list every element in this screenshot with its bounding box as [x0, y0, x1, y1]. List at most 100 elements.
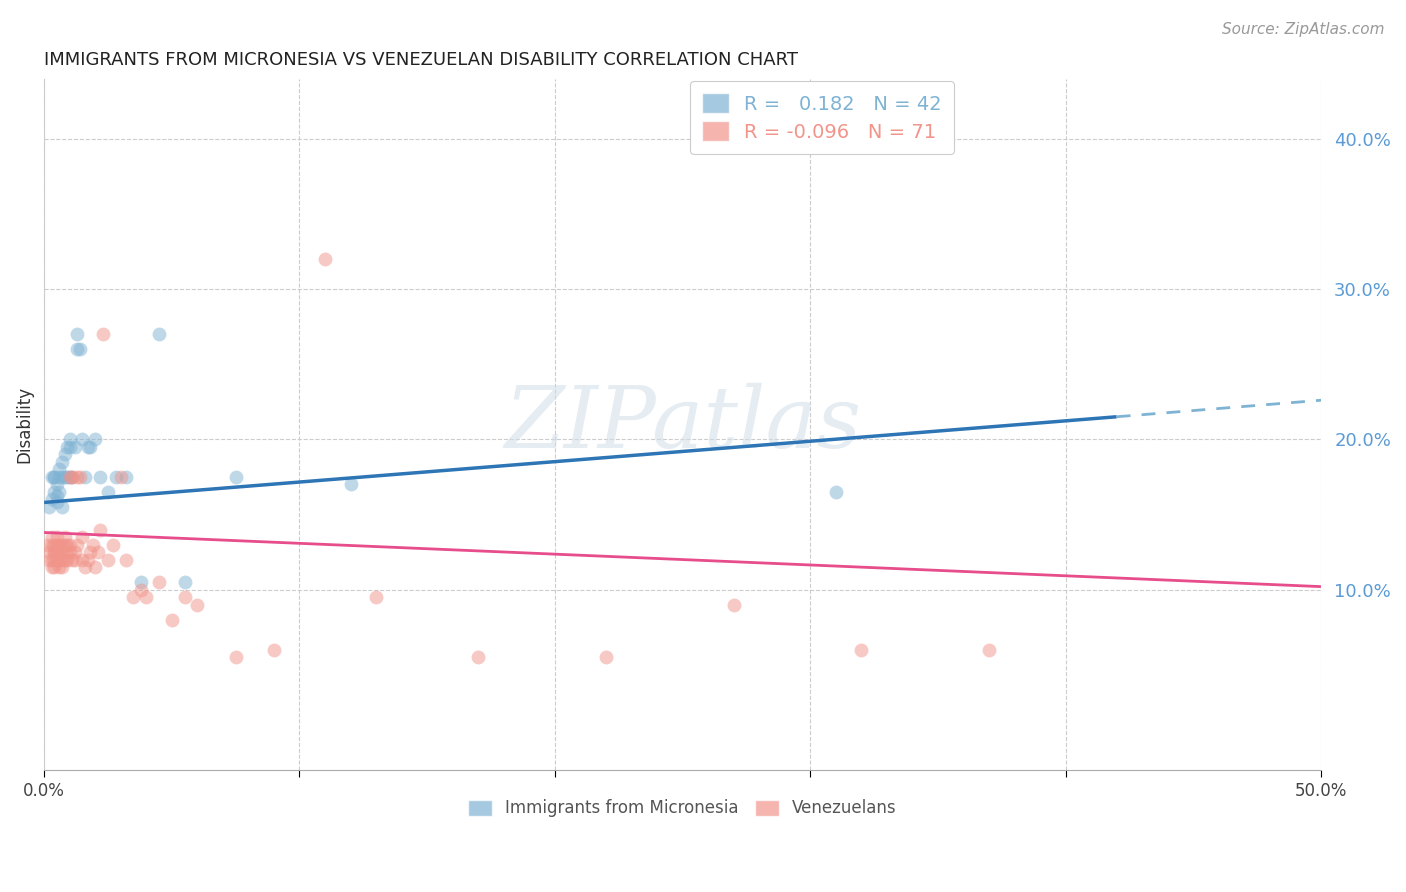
Point — [53, 537, 76, 551]
Point — [41, 530, 63, 544]
Point — [45, 537, 67, 551]
Point — [59, 545, 82, 559]
Point — [44, 545, 66, 559]
Point — [44, 537, 66, 551]
Point — [824, 484, 846, 499]
Point — [44, 552, 66, 566]
Point — [69, 342, 91, 356]
Point — [51, 537, 73, 551]
Point — [89, 523, 111, 537]
Legend: Immigrants from Micronesia, Venezuelans: Immigrants from Micronesia, Venezuelans — [461, 793, 903, 824]
Point — [59, 537, 82, 551]
Point — [148, 327, 170, 342]
Point — [59, 470, 82, 484]
Point — [89, 470, 111, 484]
Point — [60, 470, 83, 484]
Point — [51, 552, 73, 566]
Point — [45, 477, 67, 491]
Point — [56, 440, 79, 454]
Point — [79, 545, 101, 559]
Point — [122, 590, 145, 604]
Point — [76, 440, 98, 454]
Point — [63, 545, 86, 559]
Point — [84, 560, 107, 574]
Point — [73, 470, 96, 484]
Point — [97, 484, 120, 499]
Point — [41, 492, 63, 507]
Point — [53, 530, 76, 544]
Point — [114, 470, 136, 484]
Point — [53, 447, 76, 461]
Point — [45, 490, 67, 504]
Point — [44, 560, 66, 574]
Point — [97, 552, 120, 566]
Point — [723, 598, 745, 612]
Point — [44, 470, 66, 484]
Point — [45, 545, 67, 559]
Point — [60, 470, 83, 484]
Point — [186, 598, 208, 612]
Point — [851, 642, 873, 657]
Point — [41, 470, 63, 484]
Point — [41, 552, 63, 566]
Point — [225, 470, 247, 484]
Point — [45, 545, 67, 559]
Point — [314, 252, 336, 266]
Point — [38, 500, 60, 514]
Point — [60, 552, 83, 566]
Point — [364, 590, 387, 604]
Point — [173, 590, 195, 604]
Point — [84, 433, 107, 447]
Point — [73, 560, 96, 574]
Point — [72, 530, 94, 544]
Text: IMMIGRANTS FROM MICRONESIA VS VENEZUELAN DISABILITY CORRELATION CHART: IMMIGRANTS FROM MICRONESIA VS VENEZUELAN… — [44, 51, 799, 69]
Point — [48, 462, 70, 476]
Point — [72, 552, 94, 566]
Point — [225, 650, 247, 665]
Point — [48, 545, 70, 559]
Point — [41, 537, 63, 551]
Point — [63, 440, 86, 454]
Point — [45, 495, 67, 509]
Point — [51, 500, 73, 514]
Point — [63, 552, 86, 566]
Point — [51, 545, 73, 559]
Point — [48, 484, 70, 499]
Point — [82, 537, 104, 551]
Text: Source: ZipAtlas.com: Source: ZipAtlas.com — [1222, 22, 1385, 37]
Point — [79, 440, 101, 454]
Point — [129, 582, 152, 597]
Point — [66, 342, 89, 356]
Point — [48, 560, 70, 574]
Y-axis label: Disability: Disability — [15, 385, 32, 463]
Point — [110, 470, 132, 484]
Point — [38, 545, 60, 559]
Point — [53, 470, 76, 484]
Point — [56, 545, 79, 559]
Point — [467, 650, 489, 665]
Point — [56, 470, 79, 484]
Point — [59, 470, 82, 484]
Point — [160, 613, 183, 627]
Point — [44, 545, 66, 559]
Point — [59, 433, 82, 447]
Point — [72, 433, 94, 447]
Point — [339, 477, 361, 491]
Point — [48, 470, 70, 484]
Point — [35, 537, 58, 551]
Point — [66, 537, 89, 551]
Point — [41, 560, 63, 574]
Point — [66, 327, 89, 342]
Point — [44, 470, 66, 484]
Point — [38, 552, 60, 566]
Point — [263, 642, 285, 657]
Point — [173, 575, 195, 590]
Point — [101, 537, 124, 551]
Point — [76, 552, 98, 566]
Point — [51, 470, 73, 484]
Point — [44, 484, 66, 499]
Point — [135, 590, 157, 604]
Point — [51, 455, 73, 469]
Point — [56, 537, 79, 551]
Point — [595, 650, 617, 665]
